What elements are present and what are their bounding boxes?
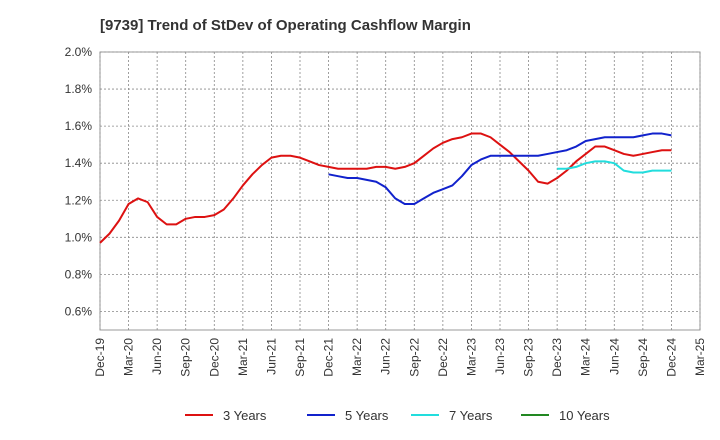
x-tick-label: Sep-23 xyxy=(522,338,536,377)
x-tick-label: Sep-21 xyxy=(293,338,307,377)
x-tick-label: Dec-22 xyxy=(436,338,450,377)
x-tick-label: Jun-21 xyxy=(264,338,278,375)
y-tick-label: 1.4% xyxy=(65,156,93,170)
legend-label: 10 Years xyxy=(559,408,610,423)
x-tick-label: Dec-23 xyxy=(550,338,564,377)
legend-label: 7 Years xyxy=(449,408,493,423)
grid-lines xyxy=(99,51,701,330)
x-tick-label: Mar-25 xyxy=(693,338,707,376)
x-axis-ticks: Dec-19 Mar-20 Jun-20 Sep-20 Dec-20 Mar-21 Jun-… xyxy=(93,338,707,377)
x-tick-label: Jun-20 xyxy=(150,338,164,375)
x-tick-label: Mar-23 xyxy=(464,338,478,376)
series-line-3-years xyxy=(99,132,672,244)
x-tick-label: Mar-21 xyxy=(236,338,250,376)
x-tick-label: Dec-19 xyxy=(93,338,107,377)
legend: 3 Years 5 Years 7 Years 10 Years xyxy=(185,408,610,423)
legend-label: 5 Years xyxy=(345,408,389,423)
y-tick-label: 1.8% xyxy=(65,82,93,96)
x-tick-label: Mar-22 xyxy=(350,338,364,376)
chart-title: [9739] Trend of StDev of Operating Cashf… xyxy=(100,17,471,34)
y-tick-label: 1.6% xyxy=(65,119,93,133)
y-axis-ticks: 0.6% 0.8% 1.0% 1.2% 1.4% 1.6% 1.8% 2.0% xyxy=(65,45,93,318)
x-tick-label: Jun-22 xyxy=(379,338,393,375)
y-tick-label: 2.0% xyxy=(65,45,93,59)
y-tick-label: 1.0% xyxy=(65,230,93,244)
x-tick-label: Mar-24 xyxy=(579,338,593,376)
x-tick-label: Jun-24 xyxy=(607,338,621,375)
x-tick-label: Mar-20 xyxy=(122,338,136,376)
x-tick-label: Sep-22 xyxy=(407,338,421,377)
y-tick-label: 0.6% xyxy=(65,304,93,318)
series-line-5-years xyxy=(328,132,672,205)
plot-frame xyxy=(99,51,701,331)
x-tick-label: Dec-20 xyxy=(207,338,221,377)
legend-label: 3 Years xyxy=(223,408,267,423)
series-lines xyxy=(99,132,672,244)
x-tick-label: Jun-23 xyxy=(493,338,507,375)
series-line-7-years xyxy=(557,160,672,174)
y-tick-label: 1.2% xyxy=(65,193,93,207)
plot-area xyxy=(99,51,701,331)
y-tick-label: 0.8% xyxy=(65,267,93,281)
x-tick-label: Dec-24 xyxy=(664,338,678,377)
x-tick-label: Sep-20 xyxy=(179,338,193,377)
x-tick-label: Sep-24 xyxy=(636,338,650,377)
x-tick-label: Dec-21 xyxy=(322,338,336,377)
